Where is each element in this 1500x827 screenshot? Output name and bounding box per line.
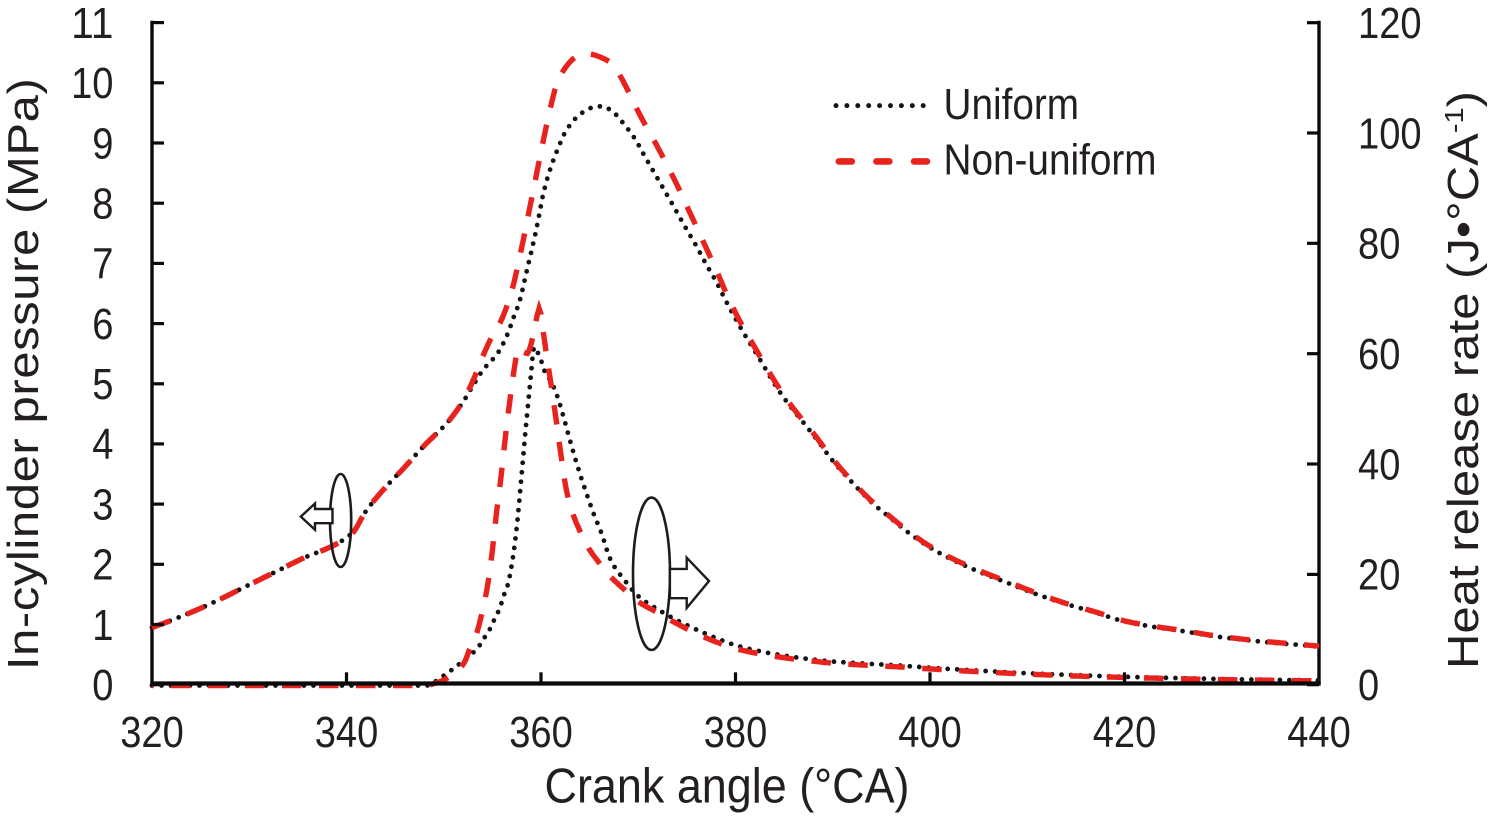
svg-text:10: 10	[71, 59, 113, 108]
svg-text:80: 80	[1358, 220, 1400, 269]
svg-text:Non-uniform: Non-uniform	[944, 136, 1157, 185]
svg-text:60: 60	[1358, 330, 1400, 379]
svg-text:340: 340	[315, 708, 379, 757]
svg-text:360: 360	[509, 708, 573, 757]
svg-text:11: 11	[71, 0, 113, 48]
svg-text:Heat release rate (J•°CA-1): Heat release rate (J•°CA-1)	[1439, 91, 1488, 669]
svg-text:Crank angle (°CA): Crank angle (°CA)	[545, 759, 910, 813]
svg-text:Uniform: Uniform	[944, 80, 1080, 129]
svg-text:8: 8	[92, 180, 113, 229]
svg-text:3: 3	[92, 480, 113, 529]
svg-text:120: 120	[1358, 0, 1422, 48]
svg-text:7: 7	[92, 240, 113, 289]
svg-text:9: 9	[92, 119, 113, 168]
svg-text:0: 0	[92, 661, 113, 710]
svg-text:0: 0	[1358, 661, 1379, 710]
svg-text:In-cylinder pressure (MPa): In-cylinder pressure (MPa)	[0, 78, 47, 670]
svg-text:420: 420	[1093, 708, 1157, 757]
svg-text:6: 6	[92, 300, 113, 349]
svg-text:4: 4	[92, 420, 113, 469]
svg-text:400: 400	[898, 708, 962, 757]
svg-text:1: 1	[92, 601, 113, 650]
svg-text:320: 320	[120, 708, 184, 757]
svg-text:440: 440	[1287, 708, 1351, 757]
svg-text:20: 20	[1358, 551, 1400, 600]
svg-text:2: 2	[92, 541, 113, 590]
svg-text:100: 100	[1358, 109, 1422, 158]
svg-text:380: 380	[704, 708, 768, 757]
svg-text:40: 40	[1358, 440, 1400, 489]
svg-text:5: 5	[92, 360, 113, 409]
